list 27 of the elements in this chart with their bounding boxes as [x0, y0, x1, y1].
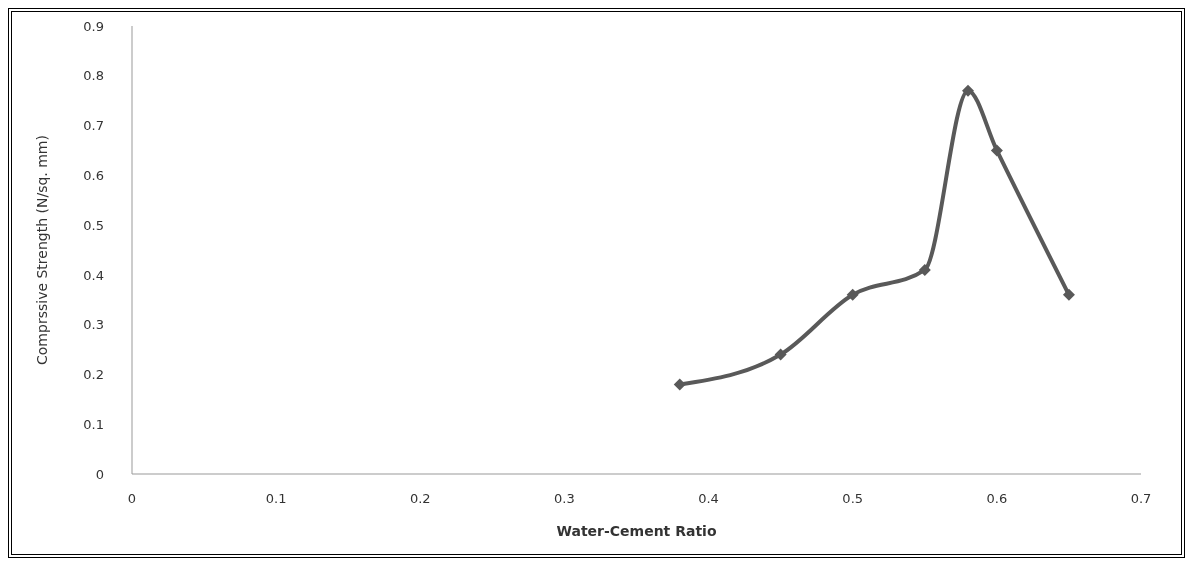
x-tick-label: 0.4: [698, 491, 719, 507]
point: [673, 378, 686, 391]
x-tick-label: 0: [127, 491, 137, 507]
x-tick-label: 0.3: [554, 491, 575, 507]
y-tick-label: 0.9: [83, 18, 104, 34]
y-tick-label: 0.7: [83, 118, 104, 134]
point: [1062, 288, 1075, 301]
point: [962, 84, 975, 97]
y-tick-label: 0.8: [83, 68, 104, 84]
point: [846, 288, 859, 301]
x-tick-label: 0.6: [986, 491, 1008, 507]
point: [774, 348, 787, 361]
y-tick-label: 0.1: [83, 416, 104, 432]
y-tick-label: 0.5: [83, 217, 104, 233]
y-tick-label: 0.3: [83, 317, 104, 333]
x-axis-title: Water-Cement Ratio: [556, 523, 717, 539]
y-tick-label: 0.2: [83, 367, 104, 383]
point: [990, 144, 1003, 157]
y-tick-label: 0.4: [83, 267, 104, 283]
x-tick-label: 0.5: [842, 491, 864, 507]
x-tick-label: 0.7: [1130, 491, 1152, 507]
y-tick-label: 0: [95, 466, 104, 482]
y-tick-label: 0.6: [83, 167, 104, 183]
y-axis-title: Comprssive Strength (N/sq. mm): [33, 135, 50, 365]
x-tick-label: 0.1: [265, 491, 287, 507]
point: [918, 263, 931, 276]
x-tick-label: 0.2: [409, 491, 431, 507]
